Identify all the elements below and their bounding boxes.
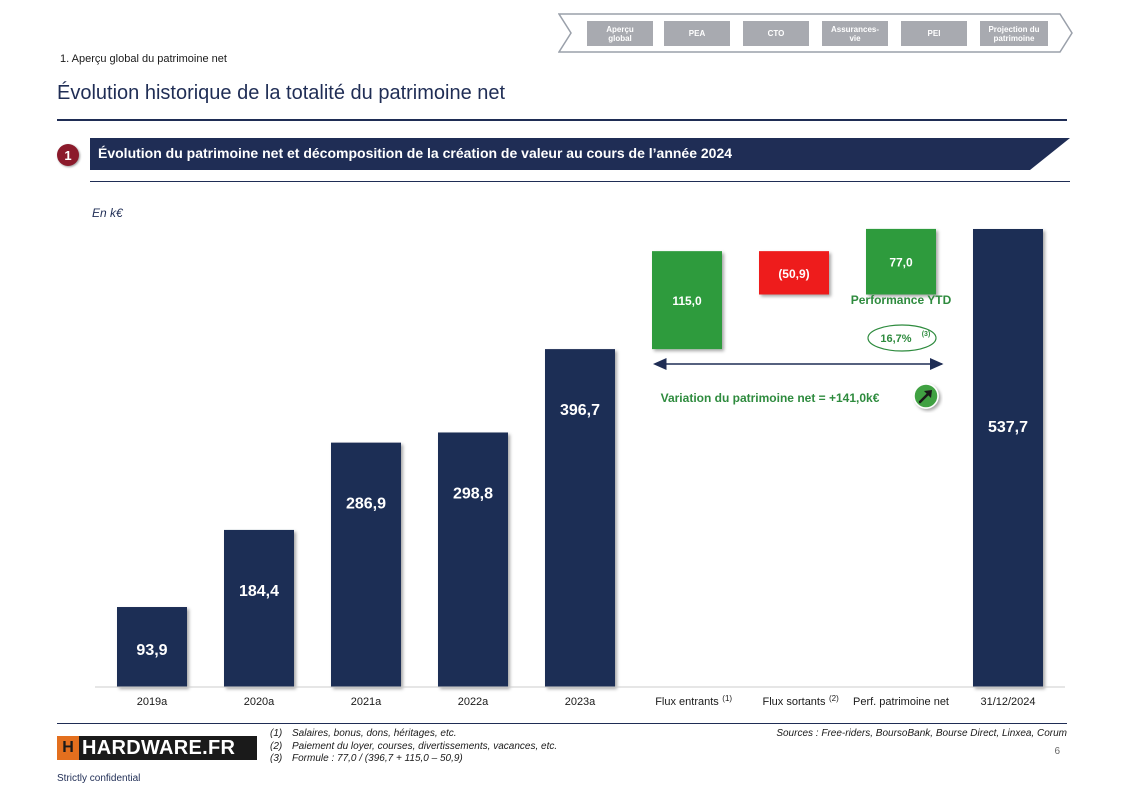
value-label: 93,9 <box>136 642 167 659</box>
bar-2021a <box>331 442 401 687</box>
bar-31-12-2024 <box>973 228 1043 687</box>
performance-pct-label: 16,7% <box>880 333 911 345</box>
footnotes: (1) Salaires, bonus, dons, héritages, etc… <box>270 728 557 766</box>
bar-2020a <box>224 529 294 687</box>
tab-assurances-vie[interactable]: Assurances-vie <box>822 21 888 46</box>
value-label: 537,7 <box>988 419 1028 436</box>
variation-text: Variation du patrimoine net = +141,0k€ <box>661 391 880 405</box>
bar-flux-sortants <box>759 251 829 295</box>
footnote-1: (1) Salaires, bonus, dons, héritages, etc… <box>270 728 457 739</box>
value-label: (50,9) <box>778 267 809 281</box>
hardware-fr-logo: H HARDWARE.FR <box>57 736 257 760</box>
trend-up-icon <box>913 383 939 409</box>
bar-2023a <box>545 349 615 687</box>
category-footnote-ref: (1) <box>722 694 732 703</box>
performance-pct-note: (3) <box>922 331 931 338</box>
category-label: 2022a <box>458 696 489 708</box>
tab-cto[interactable]: CTO <box>743 21 809 46</box>
value-label: 115,0 <box>672 294 702 308</box>
bar-2019a <box>117 607 187 687</box>
bar-perf-patrimoine-net <box>866 228 936 295</box>
sources-note: Sources : Free-riders, BoursoBank, Bours… <box>776 728 1067 739</box>
category-label: Flux entrants <box>655 696 719 708</box>
category-label: 2020a <box>244 696 275 708</box>
section-banner <box>90 138 1070 170</box>
bar-2022a <box>438 432 508 687</box>
waterfall-chart: 93,9 2019a 184,4 2020a 286,9 2021a 298,8 2022a 3… <box>95 228 1065 708</box>
tab-pea[interactable]: PEA <box>664 21 730 46</box>
title-divider <box>57 119 1067 121</box>
category-label: Perf. patrimoine net <box>853 696 949 708</box>
logo-mark-icon: H <box>57 736 79 760</box>
category-label: 31/12/2024 <box>980 696 1035 708</box>
value-label: 298,8 <box>453 485 493 502</box>
tab-projection-patrimoine[interactable]: Projection du patrimoine <box>980 21 1048 46</box>
performance-pct-oval <box>867 324 937 352</box>
category-label: 2021a <box>351 696 382 708</box>
footnote-2: (2) Paiement du loyer, courses, divertiss… <box>270 740 558 752</box>
footnote-3: (3) Formule : 77,0 / (396,7 + 115,0 – 50,… <box>270 753 463 764</box>
section-label: 1. Aperçu global du patrimoine net <box>60 53 227 65</box>
category-label: 2019a <box>137 696 168 708</box>
confidentiality-note: Strictly confidential <box>57 773 141 784</box>
value-label: 77,0 <box>889 256 913 270</box>
banner-divider <box>90 181 1070 182</box>
value-label: 286,9 <box>346 496 386 513</box>
category-label: 2023a <box>565 696 596 708</box>
logo-text: HARDWARE.FR <box>82 736 236 759</box>
section-number-badge: 1 <box>57 144 79 166</box>
page-number: 6 <box>1054 746 1060 757</box>
page-title: Évolution historique de la totalité du p… <box>57 82 506 104</box>
category-label: Flux sortants <box>763 696 826 708</box>
tab-pei[interactable]: PEI <box>901 21 967 46</box>
performance-ytd-label: Performance YTD <box>851 293 952 307</box>
tab-apercu-global[interactable]: Aperçu global <box>587 21 653 46</box>
unit-label: En k€ <box>92 206 123 220</box>
value-label: 184,4 <box>239 583 279 600</box>
section-banner-text: Évolution du patrimoine net et décomposi… <box>98 145 733 161</box>
bar-flux-entrants <box>652 251 722 350</box>
footer-divider <box>57 723 1067 724</box>
category-footnote-ref: (2) <box>829 694 839 703</box>
value-label: 396,7 <box>560 402 600 419</box>
